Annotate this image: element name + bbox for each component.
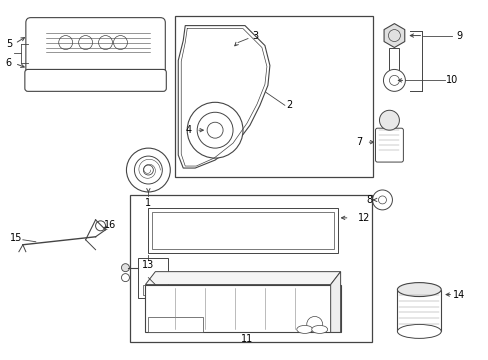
Bar [397,289,440,332]
FancyBboxPatch shape [26,18,165,80]
Circle shape [99,36,112,50]
Ellipse shape [311,325,327,333]
Circle shape [59,36,73,50]
Text: 6: 6 [6,58,12,68]
Text: 16: 16 [104,220,117,230]
Circle shape [95,221,105,231]
Circle shape [388,75,399,85]
Circle shape [378,196,386,204]
Bar [145,285,340,332]
Bar [388,48,399,72]
Bar [138,258,168,298]
Circle shape [187,102,243,158]
Bar [152,212,333,249]
Text: 14: 14 [452,289,465,300]
Text: 9: 9 [455,31,461,41]
Circle shape [143,165,153,175]
Ellipse shape [397,283,440,297]
Text: 4: 4 [185,125,191,135]
Circle shape [121,274,129,282]
Circle shape [121,264,129,272]
Circle shape [113,36,127,50]
FancyBboxPatch shape [25,69,166,91]
Text: 13: 13 [142,260,154,270]
Text: 1: 1 [145,198,151,208]
Text: 11: 11 [241,334,253,345]
Text: 2: 2 [286,100,292,110]
Circle shape [383,69,405,91]
Text: 12: 12 [358,213,370,223]
Bar [175,15,372,177]
Circle shape [379,110,399,130]
Ellipse shape [296,325,312,333]
Text: 7: 7 [356,137,362,147]
Bar [148,318,203,332]
Polygon shape [383,24,404,48]
Bar [143,285,163,294]
Text: 5: 5 [6,39,12,49]
Circle shape [372,190,392,210]
Circle shape [197,112,233,148]
Text: 15: 15 [10,233,22,243]
Text: 10: 10 [445,75,457,85]
Circle shape [126,148,170,192]
Polygon shape [178,26,269,168]
Circle shape [306,316,322,332]
Polygon shape [145,272,340,285]
FancyBboxPatch shape [375,128,403,162]
Polygon shape [330,272,340,332]
Bar [130,195,371,342]
Text: 3: 3 [251,31,258,41]
Bar [148,208,337,253]
Circle shape [134,156,162,184]
Text: 8: 8 [366,195,372,205]
Ellipse shape [397,324,440,338]
Circle shape [387,30,400,41]
Circle shape [207,122,223,138]
Circle shape [79,36,92,50]
